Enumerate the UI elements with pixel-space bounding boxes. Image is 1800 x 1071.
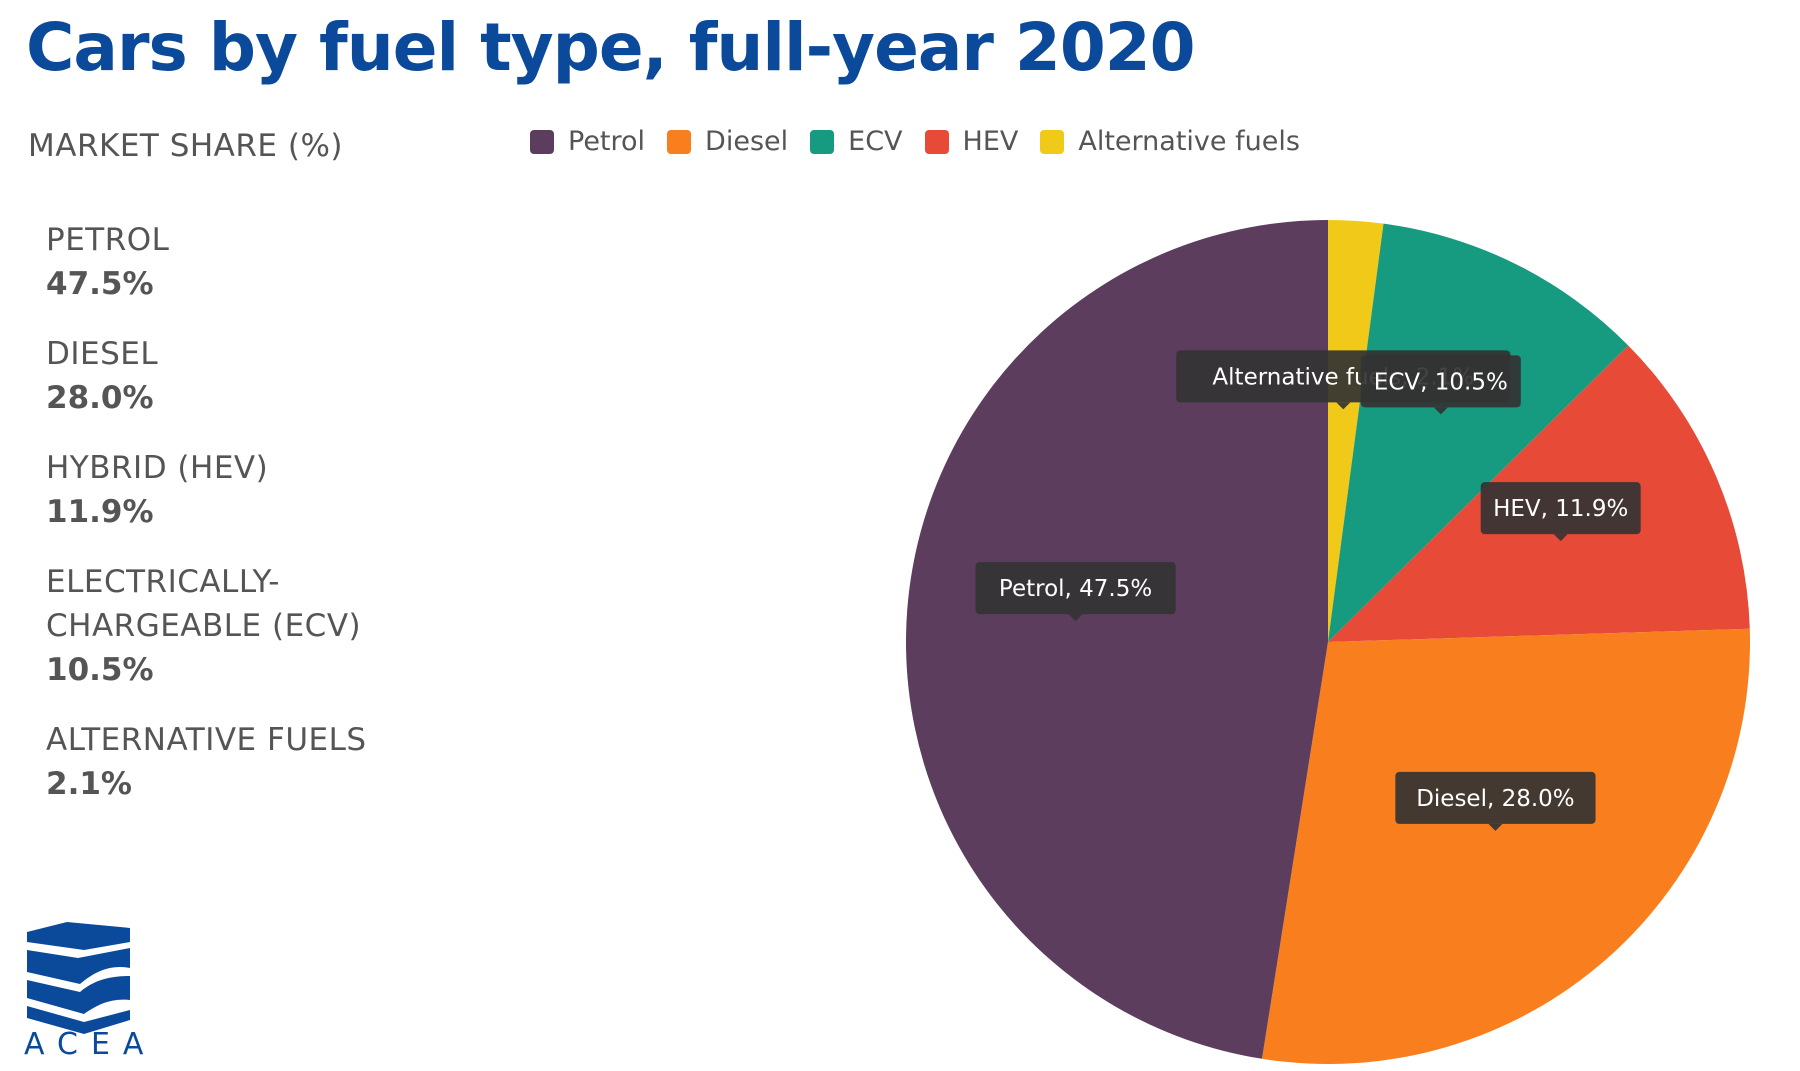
chart-subtitle: MARKET SHARE (%) <box>28 128 344 164</box>
legend-swatch-diesel <box>667 129 692 154</box>
pie-slice-petrol <box>906 220 1328 1059</box>
legend-item-hev: HEV <box>924 126 1019 157</box>
chart-legend: Petrol Diesel ECV HEV Alternative fuels <box>530 126 1322 157</box>
share-item-petrol: PETROL 47.5% <box>46 218 466 306</box>
pie-slice-alternative-fuels <box>1328 220 1384 642</box>
share-value-ecv: 10.5% <box>46 652 154 688</box>
legend-item-ecv: ECV <box>810 126 903 157</box>
acea-logo-icon <box>27 922 130 1034</box>
share-value-alternative-fuels: 2.1% <box>46 766 132 802</box>
legend-swatch-ecv <box>810 129 835 154</box>
pie-label-ecv: ECV, 10.5% <box>1360 355 1521 415</box>
legend-label-ecv: ECV <box>848 126 903 157</box>
pie-label-hev: HEV, 11.9% <box>1480 482 1641 542</box>
pie-label-text-diesel: Diesel, 28.0% <box>1416 786 1574 812</box>
share-value-diesel: 28.0% <box>46 380 154 416</box>
legend-swatch-hev <box>924 129 949 154</box>
pie-label-petrol: Petrol, 47.5% <box>975 562 1176 622</box>
pie-slice-ecv <box>1328 223 1629 642</box>
share-label-alternative-fuels: ALTERNATIVE FUELS <box>46 722 367 758</box>
share-label-petrol: PETROL <box>46 222 170 258</box>
legend-label-diesel: Diesel <box>705 126 789 157</box>
pie-slice-diesel <box>1261 628 1750 1064</box>
share-label-ecv: ELECTRICALLY- CHARGEABLE (ECV) <box>46 564 362 644</box>
legend-item-diesel: Diesel <box>667 126 788 157</box>
pie-label-text-ecv: ECV, 10.5% <box>1374 369 1508 395</box>
pie-label-text-petrol: Petrol, 47.5% <box>999 576 1152 602</box>
legend-label-alternative-fuels: Alternative fuels <box>1078 126 1300 157</box>
acea-logo-text: ACEA <box>24 1027 157 1062</box>
market-share-list: PETROL 47.5% DIESEL 28.0% HYBRID (HEV) 1… <box>46 218 466 832</box>
share-label-hybrid: HYBRID (HEV) <box>46 450 269 486</box>
share-value-hybrid: 11.9% <box>46 494 154 530</box>
share-item-ecv: ELECTRICALLY- CHARGEABLE (ECV) 10.5% <box>46 560 466 692</box>
share-value-petrol: 47.5% <box>46 266 154 302</box>
legend-item-alternative-fuels: Alternative fuels <box>1040 126 1300 157</box>
share-item-diesel: DIESEL 28.0% <box>46 332 466 420</box>
legend-item-petrol: Petrol <box>530 126 645 157</box>
share-label-diesel: DIESEL <box>46 336 159 372</box>
chart-title: Cars by fuel type, full-year 2020 <box>26 9 1196 86</box>
legend-label-petrol: Petrol <box>568 126 646 157</box>
legend-swatch-alternative-fuels <box>1040 129 1065 154</box>
pie-label-diesel: Diesel, 28.0% <box>1395 771 1596 831</box>
share-item-alternative-fuels: ALTERNATIVE FUELS 2.1% <box>46 718 466 806</box>
legend-swatch-petrol <box>530 129 554 154</box>
legend-label-hev: HEV <box>962 126 1019 157</box>
share-item-hybrid: HYBRID (HEV) 11.9% <box>46 446 466 534</box>
pie-label-text-hev: HEV, 11.9% <box>1493 496 1628 522</box>
